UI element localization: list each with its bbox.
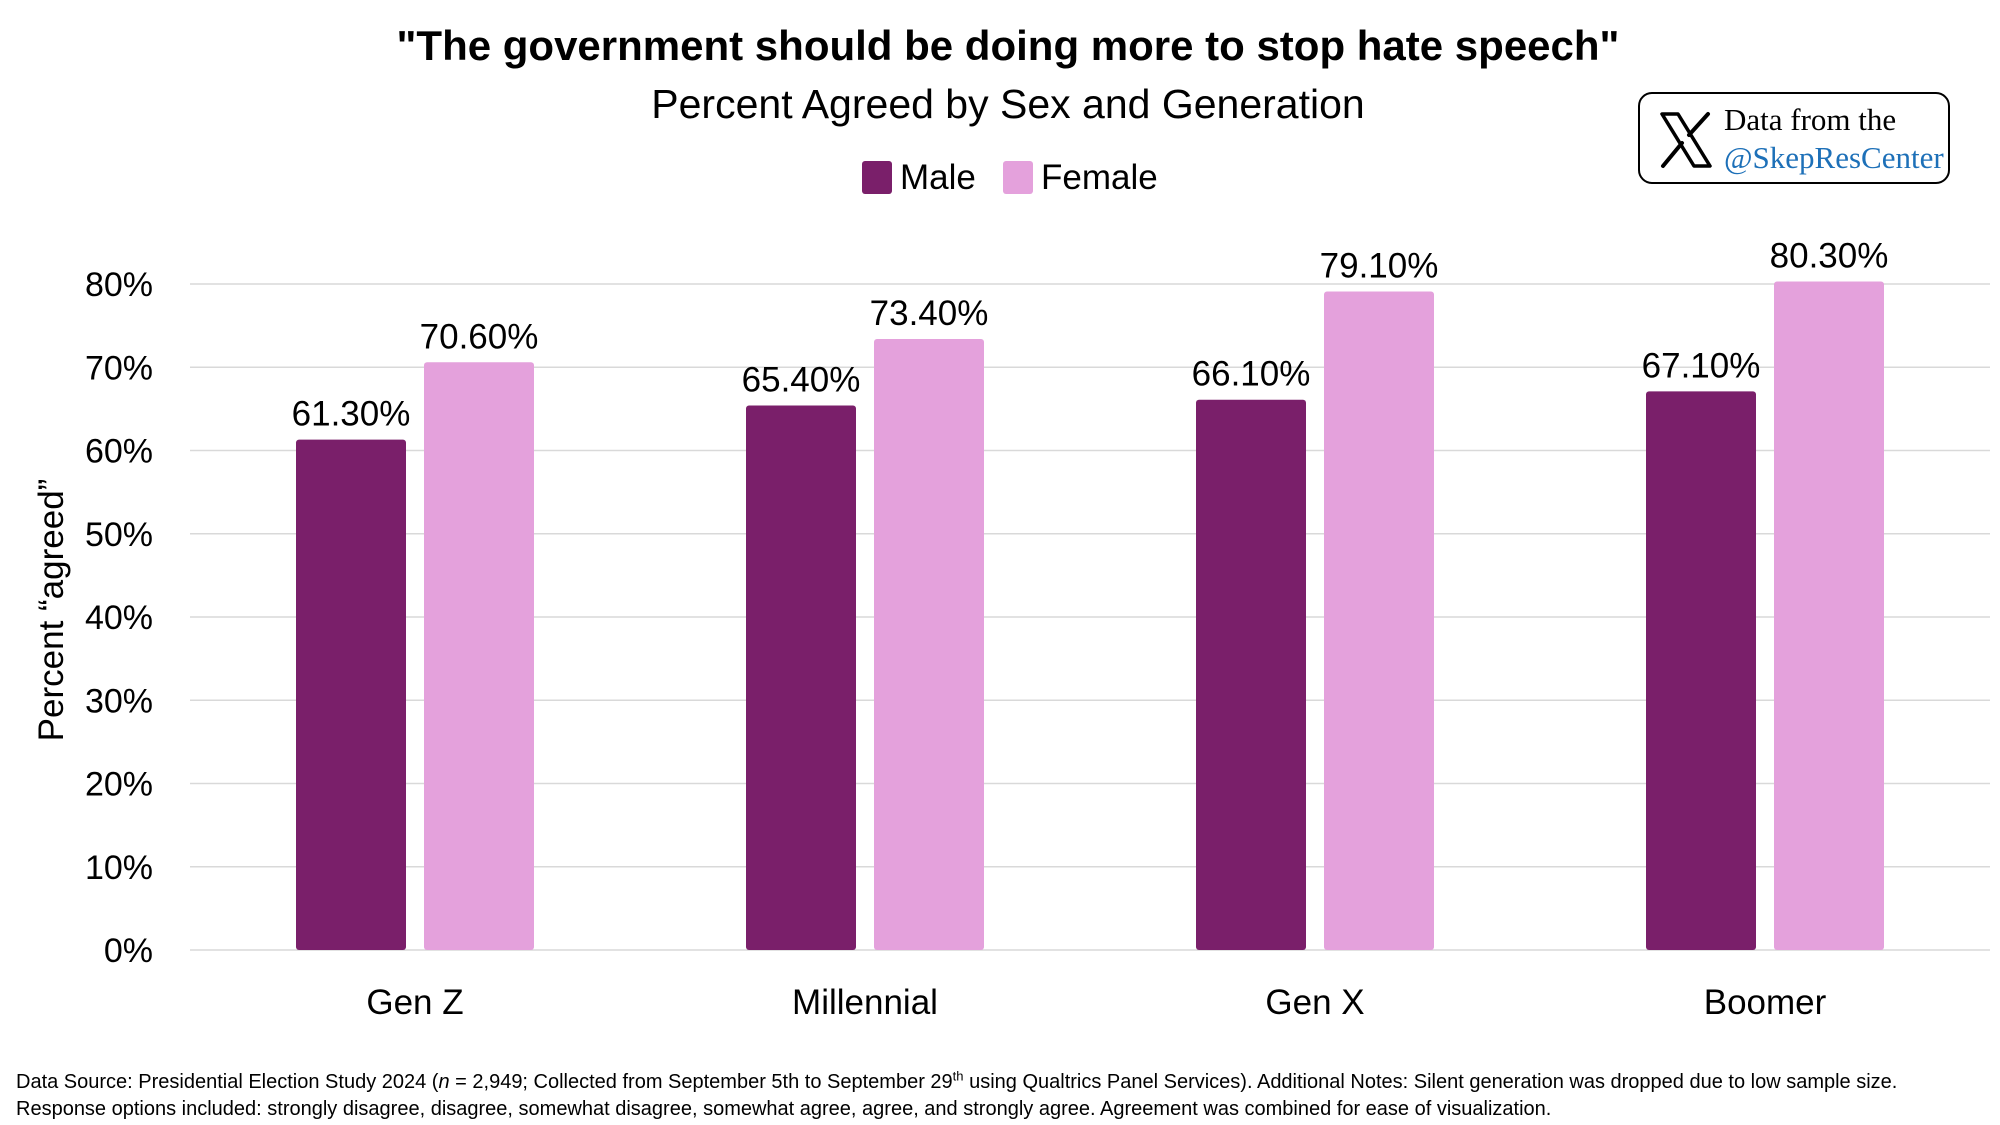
y-tick-label: 80% [85, 266, 153, 304]
data-label: 80.30% [1770, 237, 1889, 276]
bar-female-gen-z [424, 362, 534, 950]
y-tick-label: 50% [85, 516, 153, 554]
y-tick-label: 20% [85, 766, 153, 804]
bar-male-gen-x [1196, 399, 1306, 950]
x-category-label: Millennial [792, 983, 938, 1022]
bar-male-boomer [1646, 391, 1756, 951]
legend-swatch-male [862, 161, 892, 194]
bars [296, 281, 1884, 951]
data-label: 66.10% [1192, 355, 1311, 394]
bar-female-gen-x [1324, 291, 1434, 950]
x-logo-icon [1660, 112, 1712, 168]
x-category-label: Gen X [1265, 983, 1364, 1022]
data-label: 70.60% [420, 317, 539, 356]
y-axis-title: Percent “agreed” [32, 479, 71, 742]
chart-title: "The government should be doing more to … [397, 22, 1620, 69]
chart-subtitle: Percent Agreed by Sex and Generation [651, 81, 1364, 127]
x-axis-labels: Gen Z Millennial Gen X Boomer [366, 983, 1826, 1022]
y-tick-label: 0% [104, 932, 153, 970]
credit-text: Data from the [1724, 102, 1897, 137]
y-tick-label: 70% [85, 349, 153, 387]
y-axis-ticks: 0% 10% 20% 30% 40% 50% 60% 70% 80% [85, 266, 153, 970]
bar-female-millennial [874, 338, 984, 950]
data-source-footnote: Data Source: Presidential Election Study… [16, 1068, 1898, 1120]
credit-box: Data from the @SkepResCenter [1638, 92, 1950, 184]
data-label: 61.30% [292, 395, 411, 434]
bar-male-millennial [746, 405, 856, 950]
data-label: 73.40% [870, 294, 989, 333]
data-label: 79.10% [1320, 246, 1439, 285]
y-tick-label: 30% [85, 682, 153, 720]
legend: Male Female [862, 158, 1158, 197]
y-tick-label: 40% [85, 599, 153, 637]
legend-swatch-female [1003, 161, 1033, 194]
legend-label-female: Female [1041, 158, 1158, 197]
data-label: 67.10% [1642, 346, 1761, 385]
bar-male-gen-z [296, 439, 406, 950]
y-tick-label: 10% [85, 849, 153, 887]
data-labels: 61.30%70.60% 65.40%73.40% 66.10% 79.10% 67.1… [292, 237, 1889, 434]
x-category-label: Gen Z [366, 983, 463, 1022]
credit-handle[interactable]: @SkepResCenter [1724, 140, 1944, 175]
bar-female-boomer [1774, 281, 1884, 950]
y-tick-label: 60% [85, 433, 153, 471]
x-category-label: Boomer [1704, 983, 1827, 1022]
legend-label-male: Male [900, 158, 976, 197]
data-label: 65.40% [742, 361, 861, 400]
